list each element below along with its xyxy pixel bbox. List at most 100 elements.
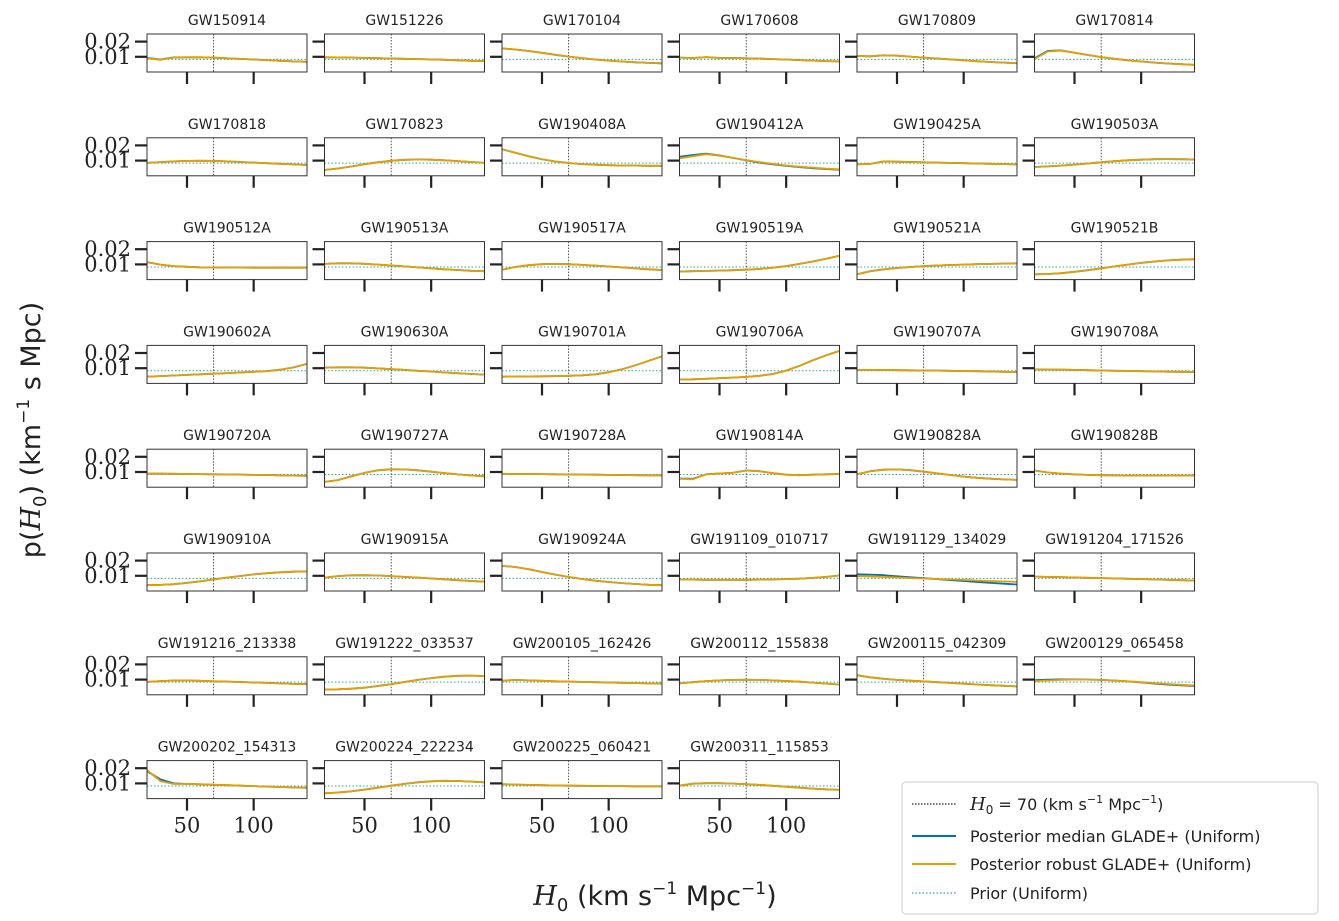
panel-title: GW190517A (538, 221, 626, 237)
panel-title: GW191204_171526 (1045, 532, 1184, 548)
panel-title: GW190814A (716, 428, 804, 444)
posterior-robust-line (1034, 678, 1195, 687)
x-tick-label: 100 (234, 814, 274, 838)
x-tick-label: 50 (174, 814, 201, 838)
panel-gw190512a: GW190512A 0.010.02 (84, 221, 308, 292)
panel-frame (679, 760, 840, 800)
panel-frame (324, 344, 485, 384)
panel-title: GW190707A (893, 324, 981, 340)
panel-title: GW200311_115853 (690, 740, 829, 756)
panel-frame (679, 33, 840, 73)
posterior-robust-line (1034, 258, 1195, 276)
posterior-robust-line (679, 254, 840, 273)
panel-frame (324, 448, 485, 488)
panel-frame (324, 241, 485, 281)
y-tick-label: 0.01 (84, 45, 131, 69)
panel-frame (679, 656, 840, 696)
legend-entry-median: Posterior median GLADE+ (Uniform) (970, 827, 1261, 846)
panel-gw190915a: GW190915A (312, 532, 485, 603)
x-tick-label: 100 (411, 814, 451, 838)
panel-gw190521a: GW190521A (845, 221, 1018, 292)
panel-title: GW170608 (720, 13, 798, 29)
panel-title: GW190521B (1071, 221, 1159, 237)
posterior-robust-line (679, 574, 840, 581)
panel-frame (679, 448, 840, 488)
posterior-robust-line (679, 56, 840, 63)
y-tick-label: 0.02 (84, 341, 131, 365)
panel-frame (146, 241, 308, 281)
y-tick-label: 0.02 (84, 445, 131, 469)
legend-entry-robust: Posterior robust GLADE+ (Uniform) (970, 855, 1251, 874)
panel-frame (501, 241, 663, 281)
posterior-robust-line (501, 355, 663, 378)
panel-frame (679, 137, 840, 177)
panel-gw150914: GW150914 0.010.02 (84, 13, 308, 84)
panel-frame (146, 344, 308, 384)
panel-frame (146, 760, 308, 800)
x-tick-label: 50 (351, 814, 378, 838)
panel-title: GW190701A (538, 324, 626, 340)
panel-title: GW190828B (1071, 428, 1159, 444)
panel-title: GW150914 (188, 13, 266, 29)
panel-frame (501, 33, 663, 73)
panel-gw190727a: GW190727A (312, 428, 485, 500)
x-axis-label: H0 (km s−1 Mpc−1) (532, 879, 776, 916)
panel-frame (1034, 137, 1195, 177)
panel-gw191216-213338: GW191216_213338 0.010.02 (84, 636, 308, 707)
panel-gw190517a: GW190517A (490, 221, 663, 292)
panel-title: GW170809 (898, 13, 976, 29)
panel-frame (856, 656, 1018, 696)
panel-title: GW190708A (1071, 324, 1159, 340)
panel-frame (324, 656, 485, 696)
posterior-robust-line (857, 368, 1018, 373)
legend-entry-h0: H0 = 70 (km s−1 Mpc−1) (969, 793, 1163, 817)
posterior-robust-line (501, 679, 663, 685)
panel-gw190630a: GW190630A (312, 324, 485, 396)
panel-gw190521b: GW190521B (1022, 221, 1195, 292)
panel-title: GW190828A (893, 428, 981, 444)
posterior-robust-line (501, 262, 663, 271)
panel-gw200105-162426: GW200105_162426 (490, 636, 663, 707)
posterior-robust-line (501, 148, 662, 167)
panel-title: GW190425A (893, 117, 981, 133)
y-tick-label: 0.02 (84, 652, 131, 676)
y-tick-label: 0.02 (84, 30, 131, 54)
posterior-robust-line (146, 570, 308, 587)
posterior-robust-line (679, 350, 840, 381)
panel-frame (856, 33, 1018, 73)
y-tick-label: 0.01 (84, 460, 131, 484)
y-axis-label: p(H0) (km−1 s Mpc) (14, 302, 51, 558)
legend: H0 = 70 (km s−1 Mpc−1) Posterior median … (901, 781, 1319, 915)
posterior-robust-line (146, 363, 308, 378)
y-tick-label: 0.01 (84, 771, 131, 795)
posterior-median-line (501, 355, 663, 378)
posterior-robust-line (679, 782, 840, 791)
posterior-robust-line (856, 468, 1018, 481)
posterior-robust-line (146, 261, 307, 269)
panel-title: GW200105_162426 (513, 636, 652, 652)
panel-gw200115-042309: GW200115_042309 (845, 636, 1018, 707)
posterior-robust-line (146, 769, 308, 789)
panel-title: GW191129_134029 (868, 532, 1007, 548)
panel-frame (501, 760, 663, 800)
panel-frame (1034, 344, 1195, 384)
panel-gw190828a: GW190828A (845, 428, 1018, 500)
panel-gw170818: GW170818 0.010.02 (84, 117, 308, 188)
posterior-median-line (1034, 49, 1195, 66)
panel-title: GW170823 (365, 117, 443, 133)
panel-title: GW190519A (716, 221, 804, 237)
panel-frame (324, 552, 485, 592)
posterior-robust-line (501, 47, 663, 65)
panel-title: GW200225_060421 (513, 740, 652, 756)
panel-frame (324, 137, 485, 177)
x-tick-label: 50 (706, 814, 733, 838)
panel-title: GW170814 (1075, 13, 1153, 29)
panel-gw200112-155838: GW200112_155838 (667, 636, 840, 707)
panel-frame (856, 448, 1018, 488)
panel-frame (856, 552, 1018, 592)
panel-gw190602a: GW190602A 0.010.02 (84, 324, 308, 396)
y-tick-label: 0.02 (84, 237, 131, 261)
panel-frame (501, 552, 663, 592)
posterior-robust-line (1034, 575, 1195, 582)
